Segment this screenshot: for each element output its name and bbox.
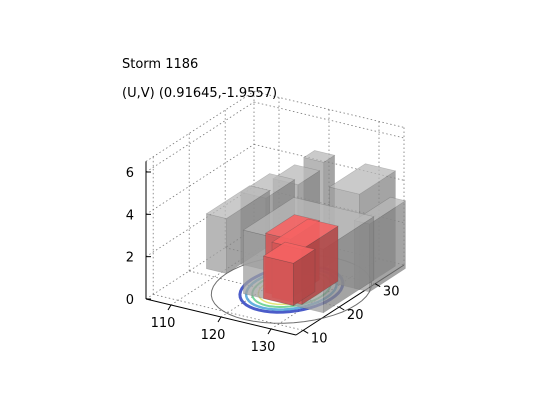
grid-line-z-6: [145, 101, 255, 173]
grid-top-edge: [253, 91, 405, 128]
y-tick-label-20: 20: [347, 308, 364, 323]
grid-top-edge: [145, 91, 255, 162]
surface-face-top: [262, 241, 316, 264]
y-tick-label-30: 30: [383, 285, 400, 300]
chart-title-line-1: Storm 1186: [122, 57, 199, 72]
y-tick-mark-30: [374, 283, 381, 288]
surface-1-block-2: [262, 241, 316, 307]
y-tick-label-10: 10: [311, 331, 328, 346]
surface-face-top: [205, 185, 271, 219]
z-tick-label-6: 6: [126, 166, 134, 181]
surface-face-top: [303, 150, 336, 163]
x-tick-mark-110: [167, 304, 172, 311]
surface-face-front: [263, 255, 294, 306]
x-tick-label-130: 130: [251, 340, 276, 355]
surface-face-front: [206, 213, 227, 274]
grid-line-z-6: [253, 101, 405, 139]
y-tick-mark-20: [338, 306, 345, 311]
z-tick-label-2: 2: [126, 251, 134, 266]
grid-line-z-0: [145, 228, 255, 300]
x-tick-mark-130: [267, 328, 272, 335]
chart-title-line-2: (U,V) (0.91645,-1.9557): [122, 86, 278, 101]
x-tick-mark-120: [217, 316, 222, 323]
surface-layer: [205, 150, 407, 314]
tick-layer: 0 2 4 6 110 120 130 10 20 30: [126, 166, 400, 355]
surface-face-top: [328, 163, 397, 195]
x-tick-label-110: 110: [151, 316, 176, 331]
x-tick-label-120: 120: [201, 328, 226, 343]
z-tick-label-0: 0: [126, 293, 134, 308]
y-tick-mark-10: [302, 329, 309, 334]
grid-line-z-4: [145, 143, 255, 215]
grid-line-z-2: [145, 186, 255, 258]
z-tick-label-4: 4: [126, 208, 134, 223]
